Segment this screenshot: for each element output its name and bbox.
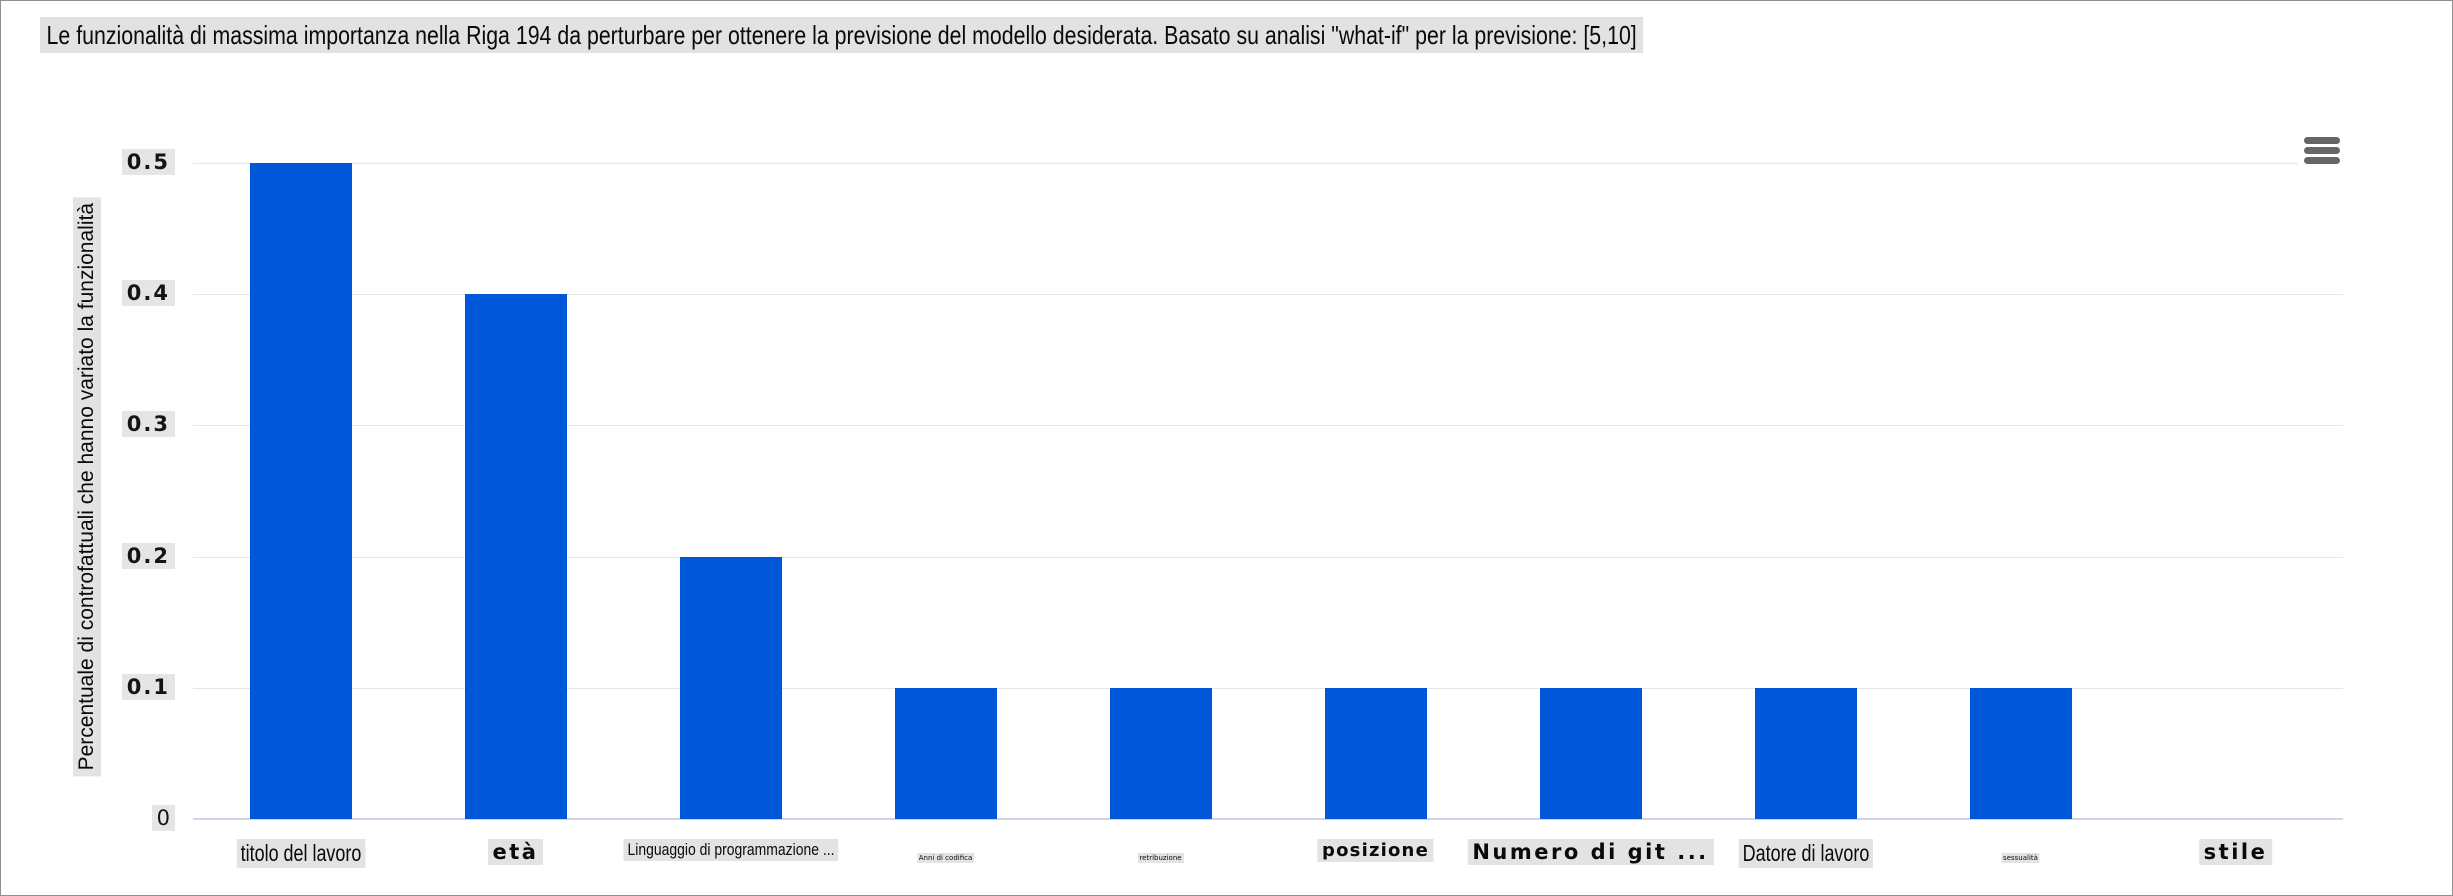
gridline — [193, 163, 2343, 164]
x-category-label: età — [487, 839, 544, 865]
x-category-label-text: titolo del lavoro — [236, 839, 365, 868]
y-tick-label: 0 — [151, 804, 175, 831]
x-category-label-text: Linguaggio di programmazione ... — [622, 839, 839, 861]
y-tick-label-text: 0.2 — [121, 542, 175, 569]
chart-bar[interactable] — [1539, 687, 1642, 819]
hamburger-menu-icon — [2304, 136, 2340, 144]
x-category-label: Datore di lavoro — [1719, 839, 1891, 868]
chart-bar[interactable] — [894, 687, 997, 819]
x-axis-line — [193, 818, 2343, 820]
x-category-label-text: Anni di codifica — [916, 853, 975, 863]
gridline — [193, 556, 2343, 558]
x-category-label: Linguaggio di programmazione ... — [599, 839, 861, 861]
y-tick-label: 0.5 — [121, 148, 175, 175]
y-tick-label: 0.4 — [121, 280, 175, 307]
y-tick-label-text: 0.5 — [121, 148, 175, 175]
x-category-label-text: stile — [2198, 839, 2273, 865]
y-tick-label-text: 0 — [151, 804, 175, 831]
y-axis-title: Percentuale di controfattuali che hanno … — [65, 162, 109, 812]
hamburger-menu-icon — [2304, 156, 2340, 164]
y-tick-label: 0.1 — [121, 673, 175, 700]
x-category-label: retribuzione — [1137, 847, 1184, 865]
x-category-label: titolo del lavoro — [218, 839, 383, 868]
x-category-label-text: Numero di git ... — [1467, 839, 1714, 865]
plot-area — [193, 163, 2343, 820]
gridline — [193, 687, 2343, 689]
x-category-label-text: età — [487, 839, 544, 865]
x-category-label-text: posizione — [1317, 839, 1434, 862]
chart-title-text: Le funzionalità di massima importanza ne… — [40, 17, 1644, 53]
gridline — [193, 294, 2343, 296]
chart-bar[interactable] — [1109, 687, 1212, 819]
chart-bar[interactable] — [1754, 687, 1857, 819]
chart-title: Le funzionalità di massima importanza ne… — [40, 17, 1995, 53]
y-tick-label: 0.3 — [121, 411, 175, 438]
chart-bar[interactable] — [1969, 687, 2072, 819]
x-category-label: posizione — [1317, 839, 1434, 862]
gridline — [193, 425, 2343, 427]
x-category-label: sessualità — [2001, 847, 2040, 865]
y-axis-title-text: Percentuale di controfattuali che hanno … — [73, 197, 101, 777]
hamburger-menu-icon — [2304, 146, 2340, 154]
y-tick-label-text: 0.4 — [121, 280, 175, 307]
x-category-label-text: Datore di lavoro — [1738, 839, 1873, 868]
chart-bar[interactable] — [1324, 687, 1427, 819]
y-tick-label-text: 0.1 — [121, 673, 175, 700]
y-tick-label-text: 0.3 — [121, 411, 175, 438]
y-tick-label: 0.2 — [121, 542, 175, 569]
x-category-label: Anni di codifica — [916, 847, 975, 865]
x-category-label: stile — [2198, 839, 2273, 865]
x-category-label-text: sessualità — [2001, 853, 2040, 863]
chart-bar[interactable] — [464, 294, 567, 819]
chart-bar[interactable] — [249, 163, 352, 819]
chart-context-menu-button[interactable] — [2298, 131, 2346, 169]
x-category-label: Numero di git ... — [1467, 839, 1714, 865]
chart-bar[interactable] — [679, 556, 782, 819]
x-category-label-text: retribuzione — [1137, 853, 1184, 863]
